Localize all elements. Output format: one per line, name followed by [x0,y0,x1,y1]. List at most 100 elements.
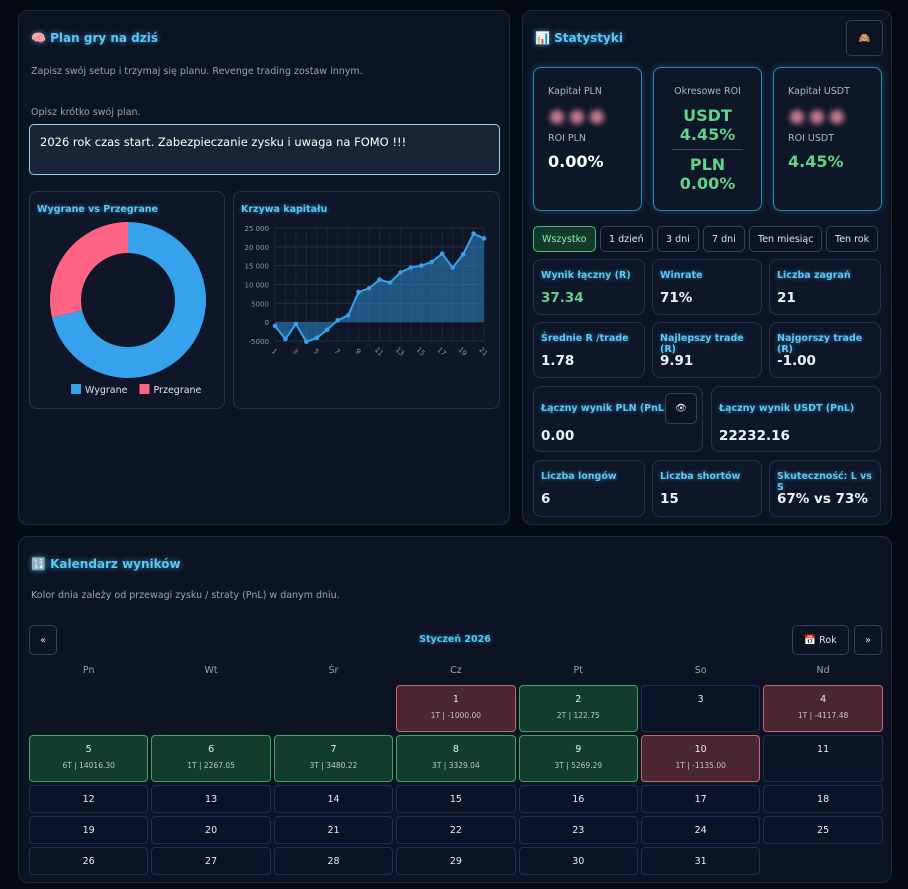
calendar-day[interactable]: 1 1T | -1000.00 [396,685,516,732]
calendar-day[interactable]: 26 [29,847,149,875]
calendar-day[interactable]: 20 [151,816,271,844]
stat-value: 37.34 [541,290,584,306]
calendar-day[interactable]: 22 [396,816,516,844]
stat-value: 9.91 [660,353,694,369]
point [272,323,278,329]
value: 0.00% [679,174,736,193]
calendar-day[interactable]: 14 [273,785,394,813]
weekday-label: Wt [204,665,218,676]
filter-button[interactable]: Ten miesiąc [749,226,823,252]
stat-tile: Łączny wynik PLN (PnL) 0.00 👁 [533,386,703,452]
day-info: 3T | 5269.29 [554,761,603,770]
day-number: 12 [82,794,95,805]
calendar-day[interactable]: 12 [29,785,149,813]
stat-value: 15 [660,491,679,507]
day-number: 7 [330,744,337,755]
point [481,236,487,241]
calendar-day[interactable]: 27 [151,847,271,875]
legend-swatch [71,384,81,394]
point [398,270,403,275]
plan-prompt: Opisz krótko swój plan. [31,107,141,118]
filter-button[interactable]: Ten rok [826,226,879,252]
day-number: 14 [327,794,340,805]
stat-tile: Najlepszy trade (R) 9.91 [652,322,762,378]
stat-label: Łączny wynik USDT (PnL) [719,403,855,414]
day-info: 1T | -1135.00 [675,761,726,770]
stat-label: Liczba longów [541,471,617,482]
label: ROI USDT [788,133,835,144]
filter-button[interactable]: 7 dni [703,226,745,252]
toggle-visibility-button[interactable]: 👁 [665,393,697,424]
stat-tile: Średnie R /trade 1.78 [533,322,645,378]
doughnut-chart: Wygrane Przegrane [50,222,206,396]
filter-button[interactable]: Wszystko [533,226,596,252]
calendar-title: 🔢 Kalendarz wyników [31,557,181,571]
calendar-day[interactable]: 18 [763,785,883,813]
calendar-day[interactable]: 5 6T | 14016.30 [29,735,149,782]
stat-tile: Liczba longów 6 [533,460,645,517]
calendar-day[interactable]: 3 [641,685,761,732]
legend-label: Wygrane [85,385,128,396]
privacy-button[interactable]: 🙈 [846,20,883,56]
weekday-label: Pn [82,665,95,676]
plan-title-text: Plan gry na dziś [50,31,159,45]
day-number: 20 [205,825,218,836]
day-number: 2 [575,694,582,705]
calendar-day[interactable]: 29 [396,847,516,875]
label: Okresowe ROI [674,86,741,97]
y-tick-label: 0 [265,319,269,327]
filter-button[interactable]: 3 dni [657,226,699,252]
calendar-day[interactable]: 8 3T | 3329.04 [396,735,516,782]
stat-tile: Wynik łączny (R) 37.34 [533,259,645,315]
calendar-day[interactable]: 6 1T | 2267.05 [151,735,271,782]
point [419,263,424,268]
day-number: 28 [327,856,340,867]
stats-title: 📊 Statystyki [535,31,623,45]
stat-label: Średnie R /trade [541,333,629,344]
plan-title: 🧠 Plan gry na dziś [31,31,158,45]
x-tick-label: 3 [291,347,300,356]
calendar-day[interactable]: 11 [763,735,883,782]
x-tick-label: 9 [353,347,362,356]
calendar-day[interactable]: 28 [273,847,394,875]
stat-value: 67% vs 73% [777,491,868,507]
calendar-day[interactable]: 15 [396,785,516,813]
prev-month-button[interactable]: « [29,625,57,655]
calendar-day[interactable]: 31 [641,847,761,875]
chart-title: Wygrane vs Przegrane [37,204,158,215]
calendar-day[interactable]: 10 1T | -1135.00 [641,735,761,782]
next-month-button[interactable]: » [854,625,882,655]
calendar-day[interactable]: 23 [518,816,638,844]
day-number: 3 [697,694,704,705]
plan-textarea[interactable]: 2026 rok czas start. Zabezpieczanie zysk… [29,124,500,175]
calendar-day[interactable]: 7 3T | 3480.22 [273,735,394,782]
point [356,289,361,295]
day-number: 25 [817,825,830,836]
y-tick-label: 5000 [251,300,269,308]
calendar-day[interactable]: 21 [273,816,394,844]
stat-tile: Liczba zagrań 21 [769,259,881,315]
point [450,265,455,270]
calendar-day[interactable]: 2 2T | 122.75 [518,685,638,732]
calendar-day[interactable]: 16 [518,785,638,813]
x-tick-label: 13 [394,346,406,358]
calendar-day[interactable]: 13 [151,785,271,813]
stat-label: Liczba zagrań [777,270,851,281]
year-button[interactable]: 📅 Rok [792,625,849,655]
calendar-day[interactable]: 9 3T | 5269.29 [518,735,638,782]
stat-value: 1.78 [541,353,575,369]
point [377,277,382,282]
calendar-day[interactable]: 30 [518,847,638,875]
calendar-day[interactable]: 24 [641,816,761,844]
calendar-day[interactable]: 25 [763,816,883,844]
calendar-day[interactable]: 4 1T | -4117.48 [763,685,883,732]
day-number: 17 [694,794,707,805]
stat-value: 21 [777,290,796,306]
calendar-day[interactable]: 19 [29,816,149,844]
filter-button[interactable]: 1 dzień [600,226,653,252]
stat-label: Winrate [660,270,703,281]
calendar-day[interactable]: 17 [641,785,761,813]
point [324,327,330,332]
point [366,285,372,291]
